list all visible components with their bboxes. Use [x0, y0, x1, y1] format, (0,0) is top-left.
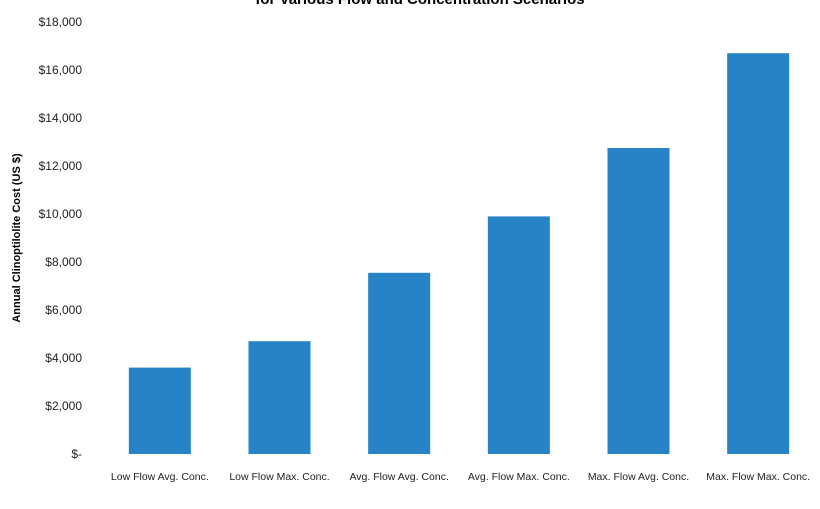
y-tick-label: $6,000: [45, 303, 82, 317]
chart-title: for Various Flow and Concentration Scena…: [255, 0, 584, 8]
bar: [487, 216, 550, 454]
x-category-label: Max. Flow Max. Conc.: [706, 471, 810, 483]
y-tick-label: $-: [71, 447, 82, 461]
y-axis-label: Annual Clinoptilolite Cost (US $): [11, 153, 23, 323]
bar: [368, 272, 431, 454]
x-category-label: Max. Flow Avg. Conc.: [588, 471, 689, 483]
y-tick-label: $18,000: [39, 15, 83, 29]
y-tick-label: $10,000: [39, 207, 83, 221]
y-tick-label: $4,000: [45, 351, 82, 365]
x-category-label: Low Flow Avg. Conc.: [111, 471, 209, 483]
bars-group: [128, 53, 790, 454]
y-tick-label: $12,000: [39, 159, 83, 173]
x-axis-labels: Low Flow Avg. Conc. Low Flow Max. Conc. Av…: [111, 471, 810, 483]
y-tick-label: $2,000: [45, 399, 82, 413]
x-category-label: Avg. Flow Max. Conc.: [468, 471, 570, 483]
x-category-label: Low Flow Max. Conc.: [229, 471, 329, 483]
x-category-label: Avg. Flow Avg. Conc.: [349, 471, 448, 483]
y-tick-label: $16,000: [39, 63, 83, 77]
y-axis-ticks: $- $2,000 $4,000 $6,000 $8,000 $10,000 $12,000…: [39, 15, 83, 461]
y-tick-label: $8,000: [45, 255, 82, 269]
bar: [248, 341, 311, 454]
y-tick-label: $14,000: [39, 111, 83, 125]
bar: [607, 148, 670, 454]
bar: [128, 367, 191, 454]
bar: [727, 53, 790, 454]
